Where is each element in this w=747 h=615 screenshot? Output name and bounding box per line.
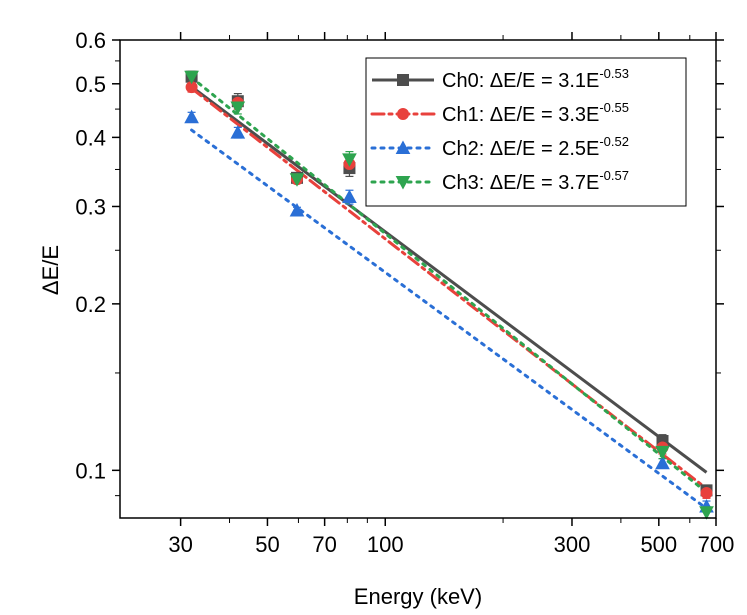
legend-label-text: Ch0: ΔE/E = 3.1E [442,70,599,92]
legend-marker-ch3 [395,176,411,190]
y-tick-label: 0.6 [75,28,106,53]
data-point-ch2 [230,125,246,139]
plot-area [119,39,717,520]
legend-label-exponent: -0.57 [599,168,629,183]
legend-label-text: Ch2: ΔE/E = 2.5E [442,138,599,160]
x-tick-label: 100 [367,532,404,557]
data-point-ch3 [289,173,305,187]
legend-marker-ch2 [395,140,411,154]
plot-frame [119,39,717,519]
data-point-ch2 [655,455,670,470]
data-point-ch3 [230,101,246,116]
y-tick-label: 0.5 [75,72,106,97]
data-point-ch3 [184,70,199,85]
data-point-ch1 [700,486,713,499]
x-tick-label: 300 [554,532,591,557]
y-tick-label: 0.2 [75,292,106,317]
y-axis-title: ΔE/E [38,245,63,295]
legend-label-ch0: Ch0: ΔE/E = 3.1E-0.53 [442,66,629,92]
data-point-ch2 [342,189,357,204]
fit-line-ch2 [190,128,709,510]
y-tick-label: 0.3 [75,194,106,219]
data-point-ch2 [184,109,199,124]
legend-marker-ch0 [397,74,409,86]
data-point-ch3 [655,445,670,460]
x-tick-label: 70 [312,532,336,557]
x-tick-label: 700 [698,532,735,557]
fit-line-ch3 [190,76,709,494]
legend-marker-ch1 [397,108,409,120]
fit-line-ch0 [190,85,708,474]
y-axis: 0.1 0.2 0.3 0.4 0.5 0.6 [75,28,724,497]
legend-label-exponent: -0.55 [599,100,629,115]
x-tick-label: 500 [640,532,677,557]
y-tick-label: 0.4 [75,125,106,150]
y-tick-label: 0.1 [75,458,106,483]
legend-label-ch2: Ch2: ΔE/E = 2.5E-0.52 [442,134,629,160]
fit-lines [190,76,709,510]
legend-label-ch1: Ch1: ΔE/E = 3.3E-0.55 [442,100,629,126]
x-tick-label: 50 [255,532,279,557]
legend-label-exponent: -0.52 [599,134,629,149]
x-axis: 30 50 70 100 300 500 700 [168,32,734,557]
legend-label-text: Ch3: ΔE/E = 3.7E [442,172,599,194]
markers [184,70,714,520]
legend-label-text: Ch1: ΔE/E = 3.3E [442,104,599,126]
data-point-ch3 [699,506,714,520]
data-point-ch2 [289,202,305,217]
x-axis-title: Energy (keV) [354,584,482,609]
legend-label-ch3: Ch3: ΔE/E = 3.7E-0.57 [442,168,629,194]
legend-label-exponent: -0.53 [599,66,629,81]
x-tick-label: 30 [168,532,192,557]
data-point-ch3 [342,153,357,167]
